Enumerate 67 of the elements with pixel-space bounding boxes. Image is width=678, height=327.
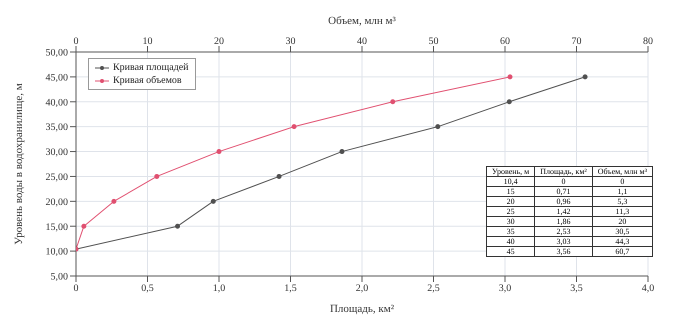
x2-tick-label: 50 (428, 36, 438, 47)
x2-tick-label: 0 (74, 36, 78, 47)
annotation: Объем, млн м³ (592, 166, 652, 176)
annotation: 20 (486, 196, 535, 206)
y-tick-label: 10,00 (46, 246, 68, 258)
y-tick-label: 25,00 (46, 172, 68, 183)
x-tick-label: 1,0 (212, 283, 226, 294)
annotation: 44,3 (592, 236, 652, 246)
annotation: 1,42 (534, 206, 592, 216)
annotation: 45 (486, 246, 535, 256)
annotation: 40 (486, 236, 535, 246)
x-tick-label: 3,0 (498, 283, 512, 294)
annotation: 30,5 (592, 226, 652, 236)
x2-tick-label: 60 (500, 36, 510, 47)
y-tick-label: 30,00 (46, 147, 68, 158)
point (276, 174, 282, 179)
annotation: Площадь, км² (534, 166, 592, 176)
annotation: 0 (592, 176, 652, 186)
x2-tick-label: 70 (572, 36, 582, 47)
legend-label: Кривая площадей (113, 61, 189, 74)
annotation: 3,03 (534, 236, 592, 246)
y-tick-label: 50,00 (46, 48, 68, 59)
annotation: 1,1 (592, 186, 652, 196)
annotation: 35 (486, 226, 535, 236)
annotation: 3,56 (534, 246, 592, 256)
x2-axis-title: Объем, млн м³ (328, 14, 397, 27)
x-axis-title: Площадь, км² (330, 303, 395, 315)
x-tick-label: 3,5 (570, 283, 583, 294)
annotation: 15 (486, 186, 535, 196)
x-tick-label: 4,0 (642, 283, 654, 294)
annotation: 1,86 (534, 216, 592, 226)
y-tick-label: 5,00 (50, 272, 68, 283)
y-tick-label: 35,00 (46, 122, 68, 134)
x2-tick-label: 40 (357, 36, 367, 47)
x-tick-label: 0 (74, 283, 78, 294)
y-axis-title: Уровень воды в водохранилище, м (12, 83, 25, 245)
annotation: 0,96 (534, 196, 592, 206)
legend-label: Кривая объемов (113, 74, 182, 87)
annotation: 60,7 (592, 246, 652, 256)
point (582, 74, 588, 80)
annotation: Уровень, м (486, 166, 535, 176)
annotation: 25 (486, 206, 535, 216)
x2-tick-label: 20 (214, 36, 224, 47)
x2-tick-label: 30 (286, 36, 296, 47)
x2-tick-label: 80 (643, 36, 653, 47)
y-tick-label: 40,00 (46, 97, 68, 108)
y-tick-label: 45,00 (46, 72, 68, 84)
x-tick-label: 0,5 (141, 283, 154, 294)
annotation: 5,3 (592, 196, 652, 206)
x2-tick-label: 10 (142, 36, 152, 47)
point (506, 99, 512, 104)
x-tick-label: 1,5 (284, 283, 297, 294)
annotation: 30 (486, 216, 535, 226)
annotation: 11,3 (592, 206, 652, 216)
annotation: 2,53 (534, 226, 592, 236)
annotation: 0,71 (534, 186, 592, 196)
x-tick-label: 2,5 (427, 283, 440, 294)
y-tick-label: 20,00 (46, 196, 68, 208)
y-tick-label: 15,00 (46, 222, 68, 233)
annotation: 0 (534, 176, 592, 186)
point (175, 224, 180, 229)
annotation: 10,4 (486, 176, 535, 186)
x-tick-label: 2,0 (356, 283, 368, 294)
point (339, 149, 344, 154)
annotation: 20 (592, 216, 652, 226)
point (435, 124, 440, 130)
point (210, 198, 216, 204)
